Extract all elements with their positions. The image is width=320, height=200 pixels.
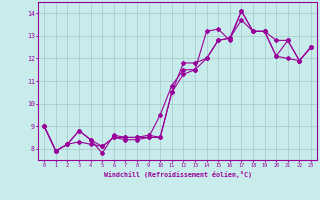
X-axis label: Windchill (Refroidissement éolien,°C): Windchill (Refroidissement éolien,°C) <box>104 171 252 178</box>
